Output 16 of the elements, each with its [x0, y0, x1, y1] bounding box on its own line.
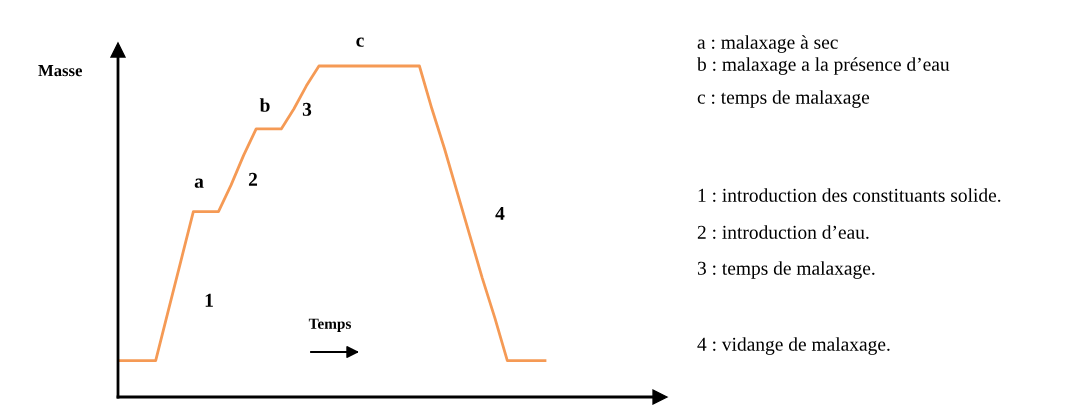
text: b : malaxage a la présence d’eau — [697, 57, 950, 75]
text: 3 : temps de malaxage. — [697, 261, 875, 279]
annotation: 3 — [302, 102, 312, 116]
annotation: a — [194, 178, 204, 188]
text: c — [356, 37, 364, 47]
x-axis-title: Temps — [308, 318, 351, 332]
y-axis-title: Masse — [38, 65, 82, 77]
text: a : malaxage à sec — [697, 35, 838, 53]
annotation: 1 — [205, 293, 213, 307]
text: c : temps de malaxage — [697, 90, 870, 108]
annotation: 4 — [495, 206, 505, 220]
text: 4 : vidange de malaxage. — [697, 337, 890, 355]
annotation: b — [259, 98, 270, 112]
text: 1 : introduction des constituants solide. — [698, 188, 1001, 202]
text: 2 : introduction d’eau. — [697, 225, 869, 239]
annotation: 2 — [248, 172, 258, 186]
